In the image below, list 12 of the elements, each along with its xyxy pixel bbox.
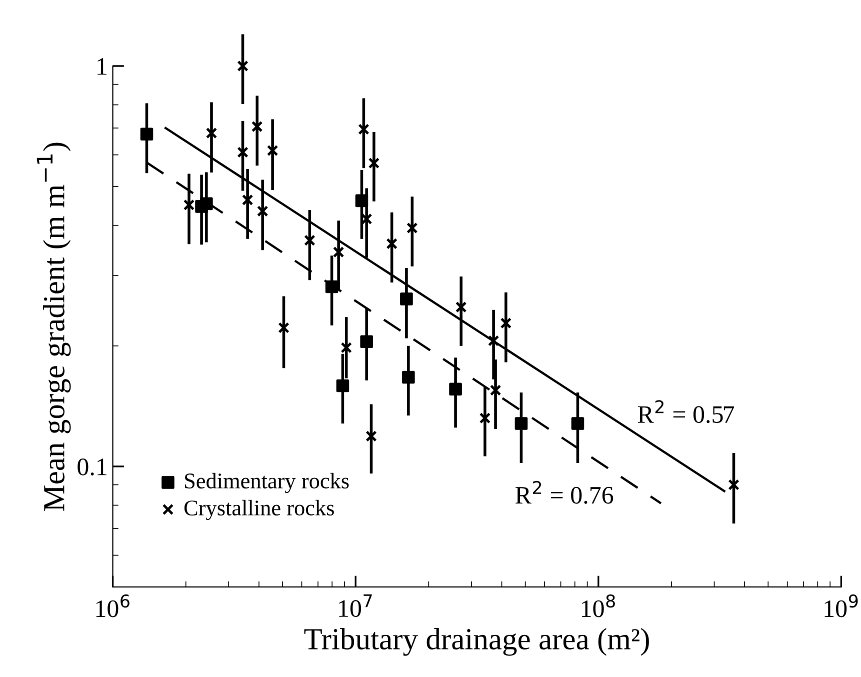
x-tick-label: 10$^{8}$ (582, 594, 615, 618)
annotation: R$^{2}$ = 0.76 (515, 480, 614, 504)
legend-label: Crystalline rocks (184, 500, 334, 520)
y-tick-label: 1 (98, 58, 106, 75)
legend-label: Sedimentary rocks (185, 472, 349, 494)
x-axis-title: Tributary drainage area (m²) (304, 628, 649, 656)
y-axis-title: Mean gorge gradient (m m$^{−1}$) (36, 142, 71, 511)
x-tick-label: 10$^{7}$ (339, 594, 372, 617)
x-tick-label: 10$^{6}$ (96, 594, 130, 618)
annotation: R$^{2}$ = 0.57 (638, 400, 734, 424)
x-tick-label: 10$^{9}$ (824, 594, 858, 618)
y-tick-label: 0.1 (78, 458, 106, 476)
